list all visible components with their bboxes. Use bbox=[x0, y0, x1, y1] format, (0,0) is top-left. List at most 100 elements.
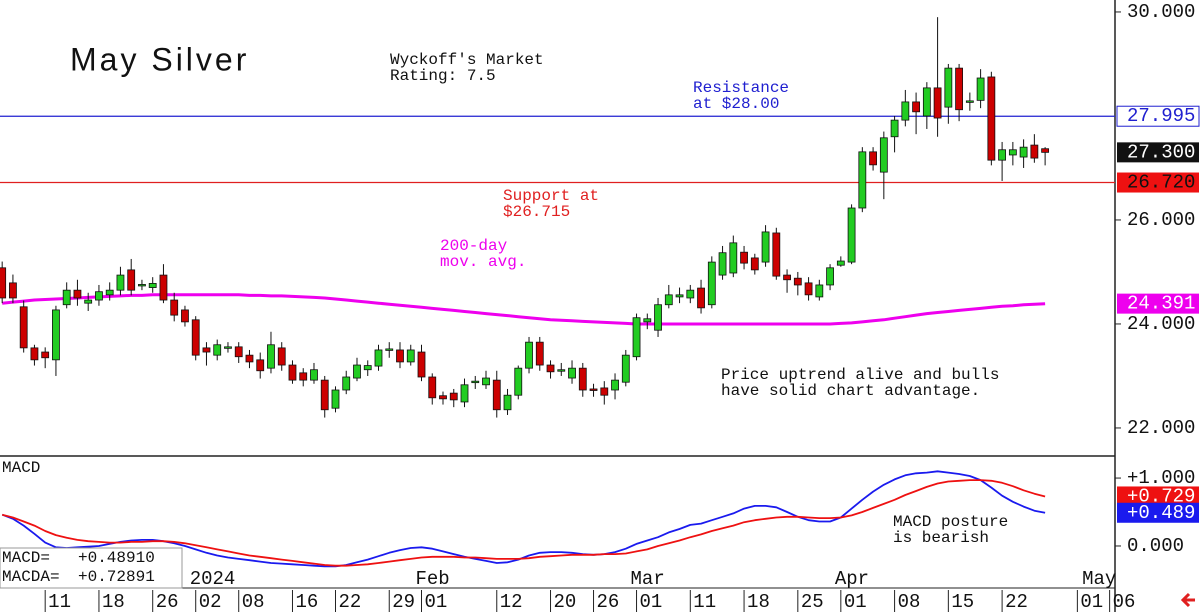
candle-body bbox=[9, 282, 17, 299]
candle-body bbox=[621, 354, 630, 383]
candle-body bbox=[84, 299, 93, 304]
candle-body bbox=[482, 377, 490, 386]
annotation: MACD posture bbox=[893, 513, 1008, 531]
x-tick-label: 18 bbox=[747, 591, 770, 612]
month-label: May bbox=[1082, 568, 1116, 590]
candle-body bbox=[740, 251, 748, 264]
candle-body bbox=[568, 367, 576, 379]
candle-body bbox=[1008, 149, 1017, 156]
macd-title: MACD bbox=[2, 459, 40, 477]
candle-body bbox=[439, 395, 447, 400]
candle-body bbox=[729, 242, 738, 274]
x-tick-label: 01 bbox=[640, 591, 663, 612]
candle-body bbox=[191, 319, 200, 356]
candle-body bbox=[686, 289, 695, 299]
scroll-arrow[interactable] bbox=[1180, 592, 1195, 608]
candle-body bbox=[299, 372, 308, 381]
candle-body bbox=[514, 367, 523, 396]
macd-line bbox=[1, 470, 1046, 568]
x-tick-label: 08 bbox=[898, 591, 921, 612]
annotation: $26.715 bbox=[503, 203, 570, 221]
candle-body bbox=[310, 369, 318, 381]
candle-body bbox=[267, 344, 275, 369]
candle-body bbox=[41, 351, 50, 359]
x-tick-label: 22 bbox=[338, 591, 361, 612]
candle-body bbox=[73, 289, 82, 299]
candle-body bbox=[890, 119, 899, 138]
y-tick-label: 24.000 bbox=[1127, 313, 1195, 335]
candle-body bbox=[815, 284, 824, 298]
candle-body bbox=[976, 77, 985, 101]
candle-body bbox=[955, 67, 963, 111]
value-tag bbox=[1117, 293, 1199, 314]
candle-body bbox=[0, 267, 7, 299]
value-tag bbox=[1117, 172, 1199, 193]
candle-body bbox=[62, 289, 71, 306]
candle-body bbox=[836, 260, 845, 266]
candle-body bbox=[449, 392, 458, 401]
candle-body bbox=[535, 341, 544, 366]
month-label: 2024 bbox=[190, 568, 236, 590]
candle-body bbox=[697, 287, 705, 309]
candle-body bbox=[643, 318, 652, 323]
value-tag-label: +0.729 bbox=[1127, 485, 1195, 507]
annotation: at $28.00 bbox=[693, 95, 779, 113]
x-tick-label: 08 bbox=[242, 591, 265, 612]
candle-body bbox=[912, 101, 920, 113]
y-tick-label: 26.000 bbox=[1127, 209, 1195, 231]
candle-body bbox=[30, 347, 39, 361]
candle-body bbox=[460, 384, 469, 403]
candle-body bbox=[632, 317, 641, 358]
x-tick-label: 16 bbox=[295, 591, 318, 612]
x-tick-label: 20 bbox=[554, 591, 577, 612]
readout-value: +0.72891 bbox=[78, 568, 155, 586]
x-tick-label: 15 bbox=[951, 591, 974, 612]
value-tag-label: +0.489 bbox=[1127, 502, 1195, 524]
x-tick-label: 29 bbox=[392, 591, 415, 612]
readout-box bbox=[0, 547, 183, 589]
readout-value: +0.48910 bbox=[78, 549, 155, 567]
macd-line bbox=[1, 479, 1046, 567]
candle-body bbox=[1019, 146, 1028, 158]
value-tag bbox=[1116, 105, 1200, 127]
annotation: Resistance bbox=[693, 79, 789, 97]
x-tick-label: 06 bbox=[1113, 591, 1136, 612]
x-tick-label: 25 bbox=[801, 591, 824, 612]
chart-title: May Silver bbox=[70, 41, 249, 77]
moving-average bbox=[2, 293, 1046, 326]
candle-body bbox=[213, 344, 222, 356]
candle-body bbox=[707, 261, 716, 306]
x-tick-label: 01 bbox=[425, 591, 448, 612]
month-label: Mar bbox=[631, 568, 665, 590]
candle-body bbox=[342, 376, 351, 391]
candle-body bbox=[772, 232, 781, 277]
candle-body bbox=[353, 364, 361, 379]
candle-body bbox=[922, 87, 931, 117]
candle-body bbox=[170, 299, 179, 316]
candle-body bbox=[256, 359, 265, 372]
x-tick-label: 11 bbox=[48, 591, 71, 612]
candle-body bbox=[750, 257, 759, 271]
candle-body bbox=[933, 87, 942, 119]
annotation: mov. avg. bbox=[440, 253, 526, 271]
candle-body bbox=[492, 379, 501, 411]
candle-body bbox=[202, 347, 211, 353]
y-tick-label: 22.000 bbox=[1127, 417, 1195, 439]
candle-body bbox=[116, 274, 125, 291]
annotation: is bearish bbox=[893, 529, 989, 547]
value-tag-label: 27.995 bbox=[1127, 105, 1195, 127]
candle-body bbox=[879, 137, 888, 173]
candle-body bbox=[578, 367, 587, 391]
candle-body bbox=[965, 100, 974, 103]
candle-body bbox=[19, 306, 28, 349]
annotation: Rating: 7.5 bbox=[390, 67, 496, 85]
annotation: Wyckoff's Market bbox=[390, 51, 544, 69]
y-tick-label: 0.000 bbox=[1127, 535, 1184, 557]
candle-body bbox=[858, 151, 867, 209]
candle-body bbox=[783, 274, 791, 281]
value-tag bbox=[1117, 486, 1199, 507]
candle-body bbox=[1030, 144, 1039, 159]
candle-body bbox=[718, 252, 727, 276]
value-tag-label: 27.300 bbox=[1127, 141, 1195, 163]
